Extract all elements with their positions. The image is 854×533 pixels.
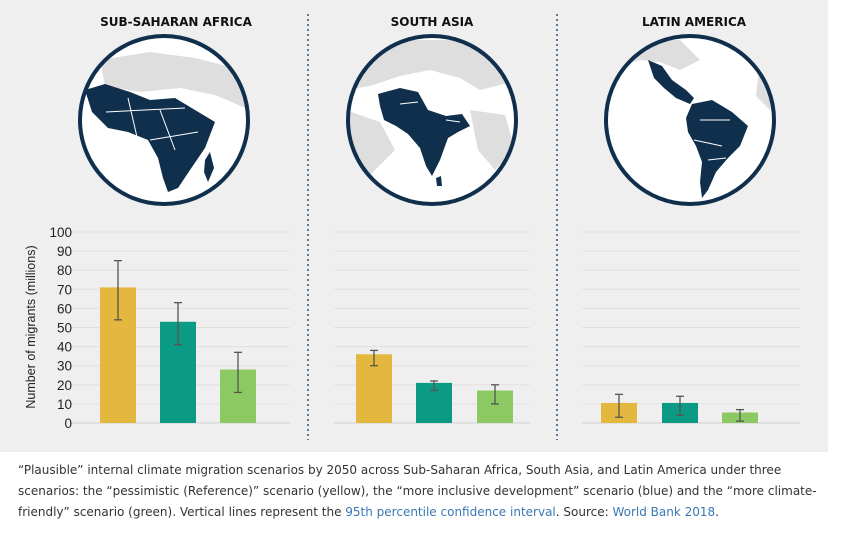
caption-text-part1: “Plausible” internal climate migration s… <box>18 463 817 519</box>
chart-svg: SUB-SAHARAN AFRICA SOUTH ASIA LATIN AMER… <box>24 14 800 440</box>
y-tick-label-50: 50 <box>57 321 72 336</box>
title-sub-saharan-africa: SUB-SAHARAN AFRICA <box>100 15 253 29</box>
caption-text-part3: . <box>715 505 719 519</box>
globe-south-asia-icon <box>346 34 518 206</box>
y-tick-label-70: 70 <box>57 282 72 297</box>
link-world-bank[interactable]: World Bank 2018 <box>612 505 716 519</box>
y-tick-label-10: 10 <box>57 397 72 412</box>
y-tick-label-60: 60 <box>57 301 72 316</box>
title-latin-america: LATIN AMERICA <box>642 15 747 29</box>
figure-caption: “Plausible” internal climate migration s… <box>18 460 846 523</box>
globe-latin-america-icon <box>604 34 776 206</box>
figure-panel: SUB-SAHARAN AFRICA SOUTH ASIA LATIN AMER… <box>0 0 828 452</box>
y-tick-label-20: 20 <box>57 378 72 393</box>
caption-text-part2: . Source: <box>555 505 613 519</box>
y-tick-label-80: 80 <box>57 263 72 278</box>
title-south-asia: SOUTH ASIA <box>391 15 474 29</box>
y-tick-label-90: 90 <box>57 244 72 259</box>
y-tick-label-40: 40 <box>57 340 72 355</box>
bar-chart-layer: 0 10 20 30 40 50 60 70 80 90 100 <box>49 225 800 431</box>
link-confidence-interval[interactable]: 95th percentile confidence interval <box>345 505 556 519</box>
y-tick-label-30: 30 <box>57 359 72 374</box>
y-tick-label-0: 0 <box>64 416 72 431</box>
y-tick-label-100: 100 <box>49 225 72 240</box>
y-axis-title: Number of migrants (millions) <box>24 245 38 408</box>
globe-africa-icon <box>78 34 250 206</box>
